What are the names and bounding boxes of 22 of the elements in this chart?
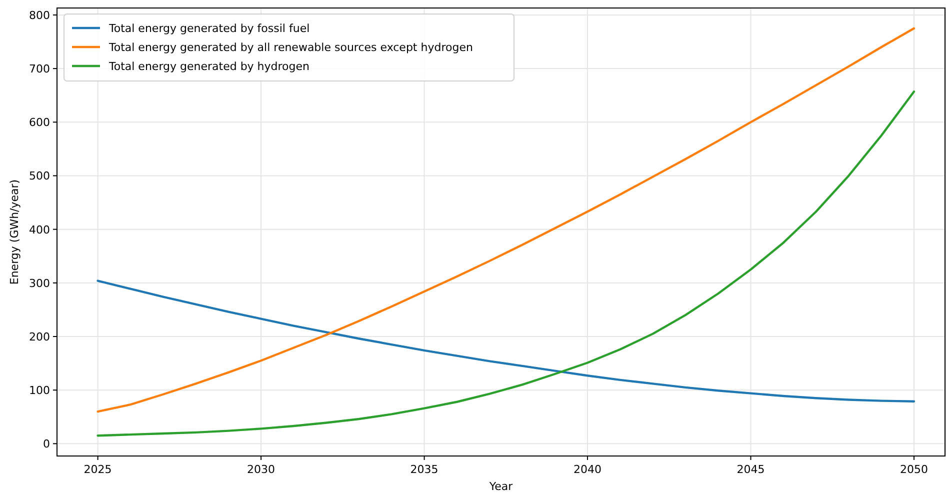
x-tick-label: 2035 [410, 463, 438, 476]
legend-label: Total energy generated by all renewable sources except hydrogen [108, 41, 473, 54]
y-tick-label: 800 [29, 8, 50, 22]
x-tick-label: 2050 [900, 463, 928, 476]
y-tick-label: 200 [29, 330, 50, 344]
y-tick-label: 0 [43, 438, 50, 451]
legend-label: Total energy generated by hydrogen [108, 60, 310, 73]
x-tick-label: 2030 [247, 463, 276, 476]
y-tick-label: 400 [29, 223, 50, 236]
legend-label: Total energy generated by fossil fuel [108, 22, 310, 35]
y-tick-label: 500 [29, 170, 50, 183]
x-tick-label: 2045 [736, 463, 765, 476]
line-series [96, 90, 916, 437]
x-tick-label: 2040 [574, 463, 602, 476]
y-tick-label: 100 [29, 384, 50, 398]
y-tick-label: 600 [29, 116, 50, 130]
x-axis-title: Year [488, 480, 514, 493]
y-tick-label: 300 [29, 276, 50, 290]
line-series [96, 280, 916, 402]
x-tick-label: 2025 [84, 463, 112, 476]
y-tick-label: 700 [29, 62, 50, 76]
y-axis-title: Energy (GWh/year) [8, 179, 21, 285]
